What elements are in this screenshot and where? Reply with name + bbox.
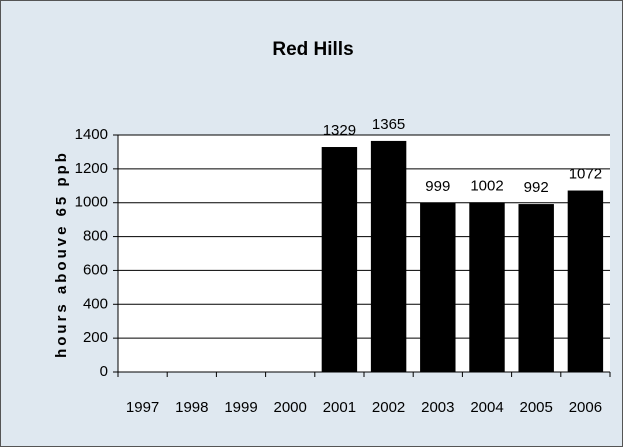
y-tick-label: 400 bbox=[83, 295, 108, 312]
x-tick-label: 2001 bbox=[323, 399, 356, 416]
bar bbox=[370, 140, 407, 372]
data-label: 999 bbox=[425, 178, 450, 195]
x-tick-label: 2005 bbox=[520, 399, 553, 416]
x-tick-label: 2003 bbox=[421, 399, 454, 416]
y-tick-label: 200 bbox=[83, 329, 108, 346]
y-tick-label: 1400 bbox=[75, 126, 108, 143]
bar bbox=[321, 147, 358, 372]
x-tick-label: 2006 bbox=[569, 399, 602, 416]
bar bbox=[567, 190, 604, 372]
y-tick-label: 0 bbox=[100, 363, 108, 380]
x-tick-label: 1999 bbox=[224, 399, 257, 416]
data-label: 992 bbox=[524, 179, 549, 196]
chart-title: Red Hills bbox=[272, 39, 353, 60]
bar bbox=[469, 202, 505, 372]
y-tick-label: 1200 bbox=[75, 160, 108, 177]
x-tick-label: 1997 bbox=[126, 399, 159, 416]
data-label: 1072 bbox=[569, 165, 602, 182]
y-tick-label: 1000 bbox=[75, 194, 108, 211]
data-label: 1329 bbox=[323, 122, 356, 139]
x-tick-label: 2000 bbox=[274, 399, 307, 416]
y-tick-label: 600 bbox=[83, 261, 108, 278]
bar bbox=[518, 204, 554, 372]
x-tick-label: 2004 bbox=[470, 399, 503, 416]
y-axis-title: hours abouve 65 ppb bbox=[53, 150, 70, 358]
y-tick-label: 800 bbox=[83, 228, 108, 245]
x-tick-label: 1998 bbox=[175, 399, 208, 416]
bar bbox=[420, 202, 456, 372]
x-tick-label: 2002 bbox=[372, 399, 405, 416]
data-label: 1365 bbox=[372, 116, 405, 133]
data-label: 1002 bbox=[470, 177, 503, 194]
